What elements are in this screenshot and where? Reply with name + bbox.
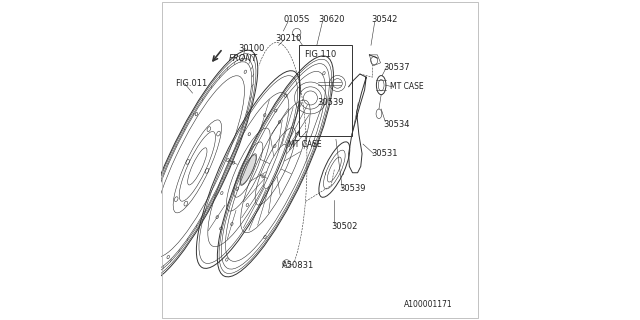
Text: 30539: 30539 <box>339 184 365 193</box>
Text: 30531: 30531 <box>371 149 397 158</box>
Ellipse shape <box>241 155 256 184</box>
Text: 30210: 30210 <box>275 35 302 44</box>
Text: MT CASE: MT CASE <box>390 82 424 91</box>
Text: 30100: 30100 <box>239 44 265 53</box>
Text: A50831: A50831 <box>282 261 314 270</box>
Text: 30542: 30542 <box>371 15 397 24</box>
Text: MT CASE: MT CASE <box>288 140 322 148</box>
Text: FRONT: FRONT <box>229 53 258 62</box>
Text: 30620: 30620 <box>319 15 345 24</box>
Text: 0105S: 0105S <box>284 15 310 24</box>
Text: FIG.110: FIG.110 <box>304 50 336 59</box>
Text: 30539: 30539 <box>317 98 343 107</box>
Text: 30537: 30537 <box>384 63 410 72</box>
Text: 30534: 30534 <box>384 120 410 130</box>
Bar <box>300 45 352 136</box>
Text: FIG.011: FIG.011 <box>175 79 207 88</box>
Text: 30502: 30502 <box>331 222 358 231</box>
Text: A100001171: A100001171 <box>404 300 453 309</box>
